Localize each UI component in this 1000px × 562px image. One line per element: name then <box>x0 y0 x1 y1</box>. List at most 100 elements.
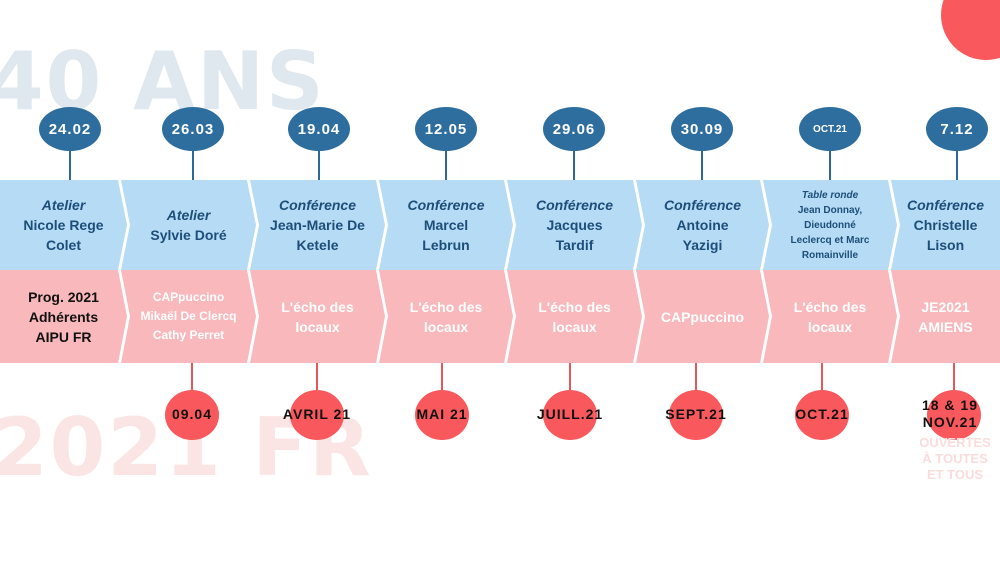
bottom-connector <box>695 362 697 392</box>
program-text: CAPpuccino <box>152 290 225 304</box>
event-speaker: Dieudonné <box>804 219 856 231</box>
bottom-date-line: NOV.21 <box>922 414 978 430</box>
top-connector <box>192 148 194 181</box>
event-chevron: Conférence Jacques Tardif <box>507 180 642 270</box>
bottom-connector <box>953 362 955 392</box>
event-speaker: Jean Donnay, <box>797 204 863 216</box>
top-connector <box>701 148 703 181</box>
program-text: AMIENS <box>918 318 973 335</box>
bottom-date-line: 18 & 19 <box>921 397 979 413</box>
program-chevron: L'écho des locaux <box>763 270 897 363</box>
event-chevron: Conférence Marcel Lebrun <box>379 180 513 270</box>
event-speaker: Jacques <box>546 216 603 233</box>
top-connector <box>956 148 958 181</box>
top-date-circle: OCT.21 <box>799 107 861 151</box>
program-text: locaux <box>552 318 597 335</box>
event-type: Conférence <box>407 196 485 213</box>
event-speaker: Sylvie Doré <box>150 226 227 243</box>
bottom-date-circle <box>290 390 344 440</box>
bottom-connector <box>821 362 823 392</box>
event-speaker: Tardif <box>555 236 594 253</box>
program-chevron: CAPpuccino Mikaël De Clercq Cathy Perret <box>121 270 256 363</box>
top-date-circle: 19.04 <box>288 107 350 151</box>
program-text: Mikaël De Clercq <box>140 309 237 323</box>
event-speaker: Jean-Marie De <box>270 216 365 233</box>
top-connector <box>573 148 575 181</box>
event-speaker: Lison <box>926 236 965 253</box>
program-text: locaux <box>423 318 469 335</box>
event-type: Atelier <box>41 196 86 213</box>
bottom-date-circle <box>165 390 219 440</box>
open-note-line: ET TOUS <box>926 467 984 482</box>
event-speaker: Marcel <box>423 216 469 233</box>
program-text: L'écho des <box>793 298 867 315</box>
event-speaker: Lebrun <box>422 236 470 253</box>
event-speaker: Leclercq et Marc <box>790 234 870 246</box>
event-speaker: Ketele <box>296 236 339 253</box>
program-text: AIPU FR <box>35 328 92 345</box>
program-text: L'écho des <box>281 298 354 315</box>
program-chevron: L'écho des locaux <box>507 270 642 363</box>
bottom-date-circle <box>795 390 849 440</box>
bottom-date-label: 18 & 19 NOV.21 <box>895 397 1000 431</box>
bottom-connector <box>569 362 571 392</box>
event-type: Atelier <box>166 206 211 223</box>
bottom-connector <box>316 362 318 392</box>
program-chevron: L'écho des locaux <box>250 270 385 363</box>
top-date-circle: 24.02 <box>39 107 101 151</box>
event-type: Conférence <box>535 196 614 213</box>
bottom-date-label: OCT.21 <box>795 406 849 422</box>
event-chevron: Atelier Sylvie Doré <box>121 180 256 270</box>
event-chevron: Atelier Nicole Rege Colet <box>0 180 127 270</box>
event-type: Conférence <box>906 196 985 213</box>
bottom-date-circle <box>543 390 597 440</box>
bottom-date-label: AVRIL 21 <box>282 406 352 422</box>
top-date-circle: 30.09 <box>671 107 733 151</box>
bottom-date-circle <box>927 390 981 440</box>
program-text: L'écho des <box>538 298 611 315</box>
program-chevron: CAPpuccino <box>636 270 769 363</box>
program-text: Prog. 2021 <box>28 288 99 305</box>
event-speaker: Nicole Rege <box>23 216 104 233</box>
top-date-circle: 12.05 <box>415 107 477 151</box>
bottom-date-label: JUILL.21 <box>536 406 604 422</box>
program-text: locaux <box>807 318 853 335</box>
event-type: Conférence <box>278 196 357 213</box>
top-date-circle: 7.12 <box>926 107 988 151</box>
event-speaker: Christelle <box>913 216 978 233</box>
event-chevron: Conférence Christelle Lison <box>891 180 1000 270</box>
event-speaker: Colet <box>46 236 81 253</box>
event-chevron: Table ronde Jean Donnay, Dieudonné Lecle… <box>763 180 897 270</box>
bottom-connector <box>441 362 443 392</box>
open-note-line: À TOUTES <box>922 451 988 466</box>
program-chevron: JE2021 AMIENS <box>891 270 1000 363</box>
bottom-date-label: MAI 21 <box>416 406 468 422</box>
bottom-date-circle <box>415 390 469 440</box>
program-text: locaux <box>295 318 340 335</box>
open-to-all-note: OUVERTES À TOUTES ET TOUS <box>900 435 1000 483</box>
event-chevron: Conférence Jean-Marie De Ketele <box>250 180 385 270</box>
corner-decoration-circle <box>941 0 1000 60</box>
bottom-connector <box>191 362 193 392</box>
program-text: Adhérents <box>28 308 99 325</box>
program-text: CAPpuccino <box>660 308 745 325</box>
top-date-circle: 26.03 <box>162 107 224 151</box>
event-type: Conférence <box>663 196 742 213</box>
event-speaker: Yazigi <box>682 236 723 253</box>
event-speaker: Romainville <box>801 249 859 261</box>
background-title-40-ans: 40 ANS <box>0 35 326 128</box>
open-note-line: OUVERTES <box>919 435 991 450</box>
top-date-circle: 29.06 <box>543 107 605 151</box>
program-chevron: Prog. 2021 Adhérents AIPU FR <box>0 270 127 363</box>
top-connector <box>69 148 71 181</box>
bottom-date-circle <box>669 390 723 440</box>
program-text: L'écho des <box>409 298 483 315</box>
event-type: Table ronde <box>801 189 859 201</box>
event-speaker: Antoine <box>676 216 729 233</box>
program-text: Cathy Perret <box>152 328 225 342</box>
top-connector <box>318 148 320 181</box>
program-chevron: L'écho des locaux <box>379 270 513 363</box>
event-chevron: Conférence Antoine Yazigi <box>636 180 769 270</box>
program-text: JE2021 <box>921 298 970 315</box>
top-connector <box>445 148 447 181</box>
